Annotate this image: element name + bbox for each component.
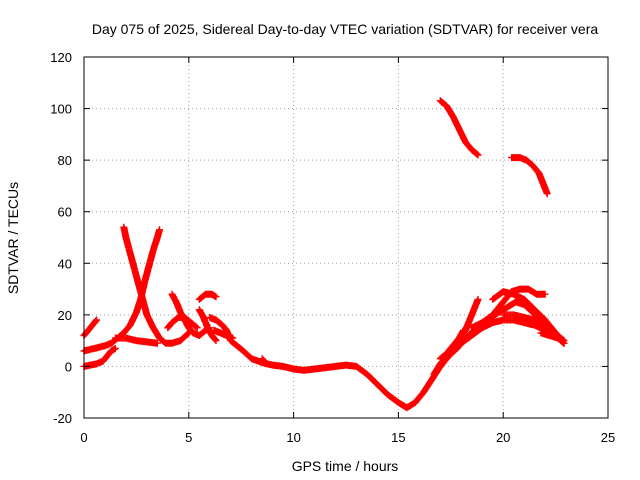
y-tick-label: 60 <box>58 205 72 220</box>
y-axis-label: SDTVAR / TECUs <box>5 182 21 294</box>
data-series-pass-d <box>120 223 193 347</box>
y-tick-label: 40 <box>58 256 72 271</box>
data-point-markers <box>195 306 220 345</box>
data-point-markers <box>447 316 549 355</box>
data-point-markers <box>537 329 568 347</box>
data-point-markers <box>80 316 101 339</box>
x-tick-label: 15 <box>391 430 405 445</box>
data-point-markers <box>210 326 237 342</box>
data-series-pass-k <box>210 326 237 342</box>
x-tick-label: 0 <box>80 430 87 445</box>
data-series-pass-g <box>164 313 201 332</box>
plot-area-border <box>83 56 609 419</box>
data-series-pass-t <box>436 97 482 159</box>
y-tick-label: 120 <box>50 50 72 65</box>
data-point-markers <box>258 355 270 368</box>
data-points <box>80 97 568 412</box>
x-tick-label: 20 <box>496 430 510 445</box>
x-tick-label: 25 <box>601 430 615 445</box>
data-series-pass-s <box>537 329 568 347</box>
x-tick-label: 5 <box>185 430 192 445</box>
data-series-pass-a <box>80 316 101 339</box>
data-point-markers <box>111 334 161 347</box>
data-point-markers <box>120 223 193 347</box>
data-series-pass-u <box>508 154 551 198</box>
data-series-pass-o <box>447 316 549 355</box>
chart-title: Day 075 of 2025, Sidereal Day-to-day VTE… <box>92 21 598 37</box>
x-axis-label: GPS time / hours <box>292 458 399 474</box>
data-point-markers <box>436 97 482 159</box>
y-tick-label: -20 <box>53 411 72 426</box>
y-tick-label: 100 <box>50 102 72 117</box>
data-point-markers <box>164 313 201 332</box>
data-point-markers <box>195 290 220 303</box>
data-series-pass-i <box>195 306 220 345</box>
y-tick-label: 20 <box>58 308 72 323</box>
data-point-markers <box>508 154 551 198</box>
data-series-pass-h <box>195 290 220 303</box>
data-series-pass-e <box>111 334 161 347</box>
axis-ticks: 0 5 10 15 20 25 -20 0 20 40 60 80 100 120 <box>50 50 615 445</box>
data-series-pass-l <box>258 355 270 368</box>
y-tick-label: 80 <box>58 153 72 168</box>
x-tick-label: 10 <box>286 430 300 445</box>
y-tick-label: 0 <box>65 359 72 374</box>
